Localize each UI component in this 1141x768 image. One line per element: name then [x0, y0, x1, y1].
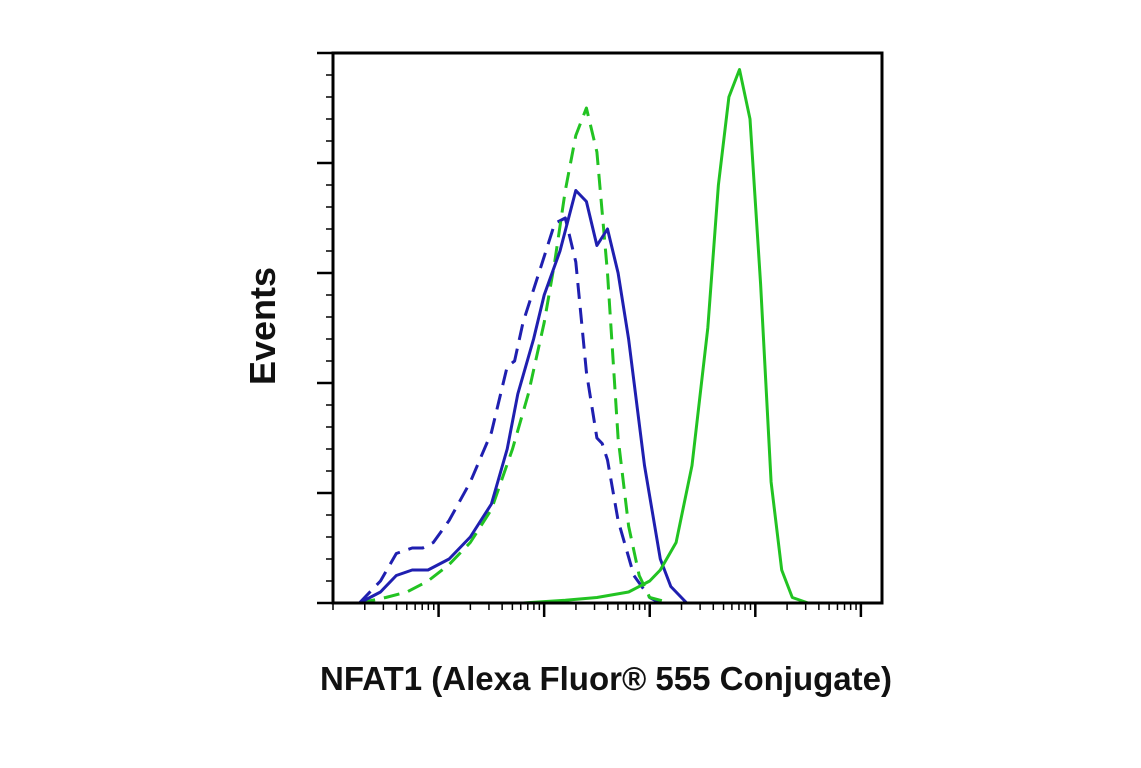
axis-ticks [317, 51, 863, 617]
series-layer [354, 68, 882, 605]
x-axis-title: NFAT1 (Alexa Fluor® 555 Conjugate) [320, 660, 892, 697]
plot-frame [331, 51, 884, 605]
y-axis-title: Events [242, 267, 283, 385]
series-line-1 [358, 216, 682, 605]
series-line-3 [358, 189, 714, 605]
series-line-4 [354, 68, 882, 605]
series-line-2 [359, 106, 714, 605]
